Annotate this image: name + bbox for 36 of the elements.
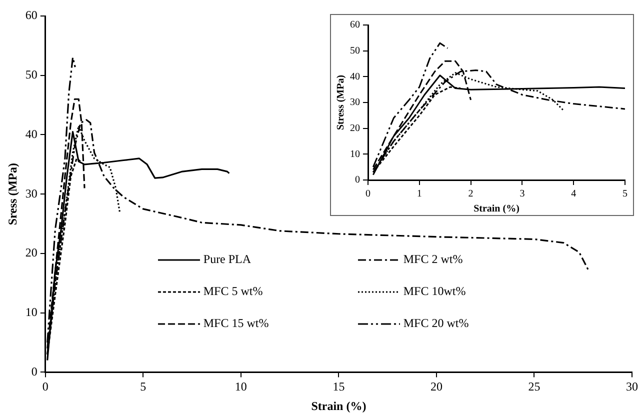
x-tick-label: 20	[430, 380, 442, 394]
legend-label: Pure PLA	[203, 252, 252, 268]
x-axis-title: Strain (%)	[474, 204, 520, 215]
x-tick-label: 1	[416, 188, 422, 200]
x-tick-label: 2	[468, 188, 474, 200]
legend-label: MFC 5 wt%	[203, 284, 263, 300]
y-tick-label: 20	[350, 122, 360, 134]
x-tick-label: 5	[622, 188, 628, 200]
x-tick-label: 10	[234, 380, 247, 394]
y-tick-label: 50	[25, 68, 38, 82]
y-tick-label: 10	[25, 304, 38, 319]
legend-label: MFC 2 wt%	[403, 252, 463, 268]
y-tick-label: 0	[31, 364, 38, 378]
x-tick-label: 15	[332, 380, 345, 394]
y-tick-label: 40	[350, 71, 360, 82]
legend-label: MFC 10wt%	[403, 284, 466, 300]
y-tick-label: 0	[355, 174, 360, 186]
y-tick-label: 10	[350, 148, 360, 160]
x-tick-label: 3	[520, 188, 525, 200]
x-tick-label: 0	[42, 380, 48, 394]
y-tick-label: 40	[25, 126, 38, 141]
y-tick-label: 50	[350, 45, 360, 56]
legend-label: MFC 15 wt%	[203, 316, 269, 332]
y-tick-label: 30	[350, 97, 360, 108]
y-tick-label: 60	[350, 20, 360, 31]
x-tick-label: 25	[528, 380, 540, 394]
x-tick-label: 4	[571, 188, 576, 200]
y-tick-label: 20	[25, 246, 38, 260]
x-tick-label: 0	[366, 188, 370, 200]
y-tick-label: 60	[25, 8, 38, 22]
y-axis-title: Sress (MPa)	[5, 163, 20, 226]
legend-label: MFC 20 wt%	[403, 316, 469, 332]
x-tick-label: 5	[140, 380, 146, 394]
x-tick-label: 30	[626, 380, 638, 394]
y-axis-title: Stress (MPa)	[336, 74, 347, 130]
x-axis-title: Strain (%)	[311, 398, 366, 413]
